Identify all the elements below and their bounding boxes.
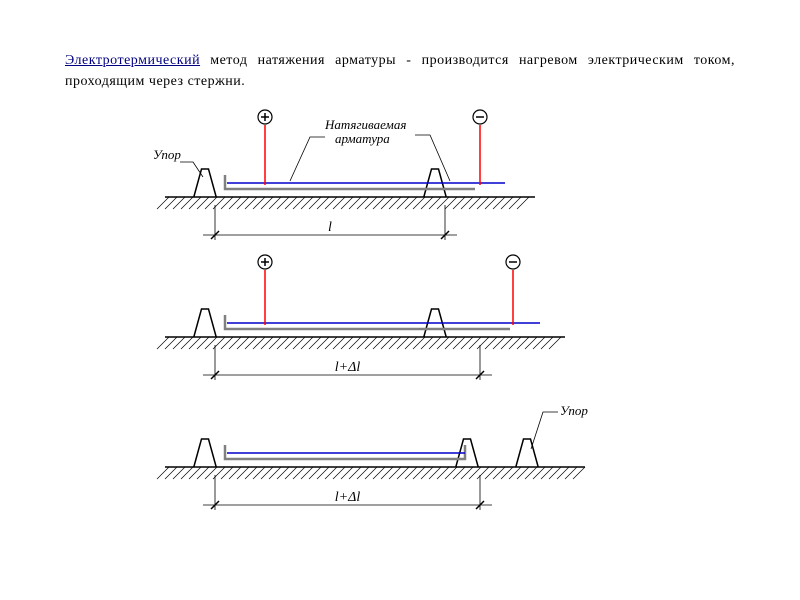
svg-text:Натягиваемая: Натягиваемая [324,117,406,132]
diagram-svg: l Упор Натягиваемаяарматура l+Δl l+Δl Упор [65,107,735,577]
diagram-area: l Упор Натягиваемаяарматура l+Δl l+Δl Упор [65,107,735,577]
svg-text:l: l [328,220,332,235]
header-highlight: Электротермический [65,53,200,68]
svg-text:l+Δl: l+Δl [335,360,361,375]
svg-text:l+Δl: l+Δl [335,490,361,505]
svg-text:арматура: арматура [335,131,390,146]
svg-text:Упор: Упор [153,147,181,162]
header-paragraph: Электротермический метод натяжения армат… [65,50,735,92]
svg-text:Упор: Упор [560,403,588,418]
